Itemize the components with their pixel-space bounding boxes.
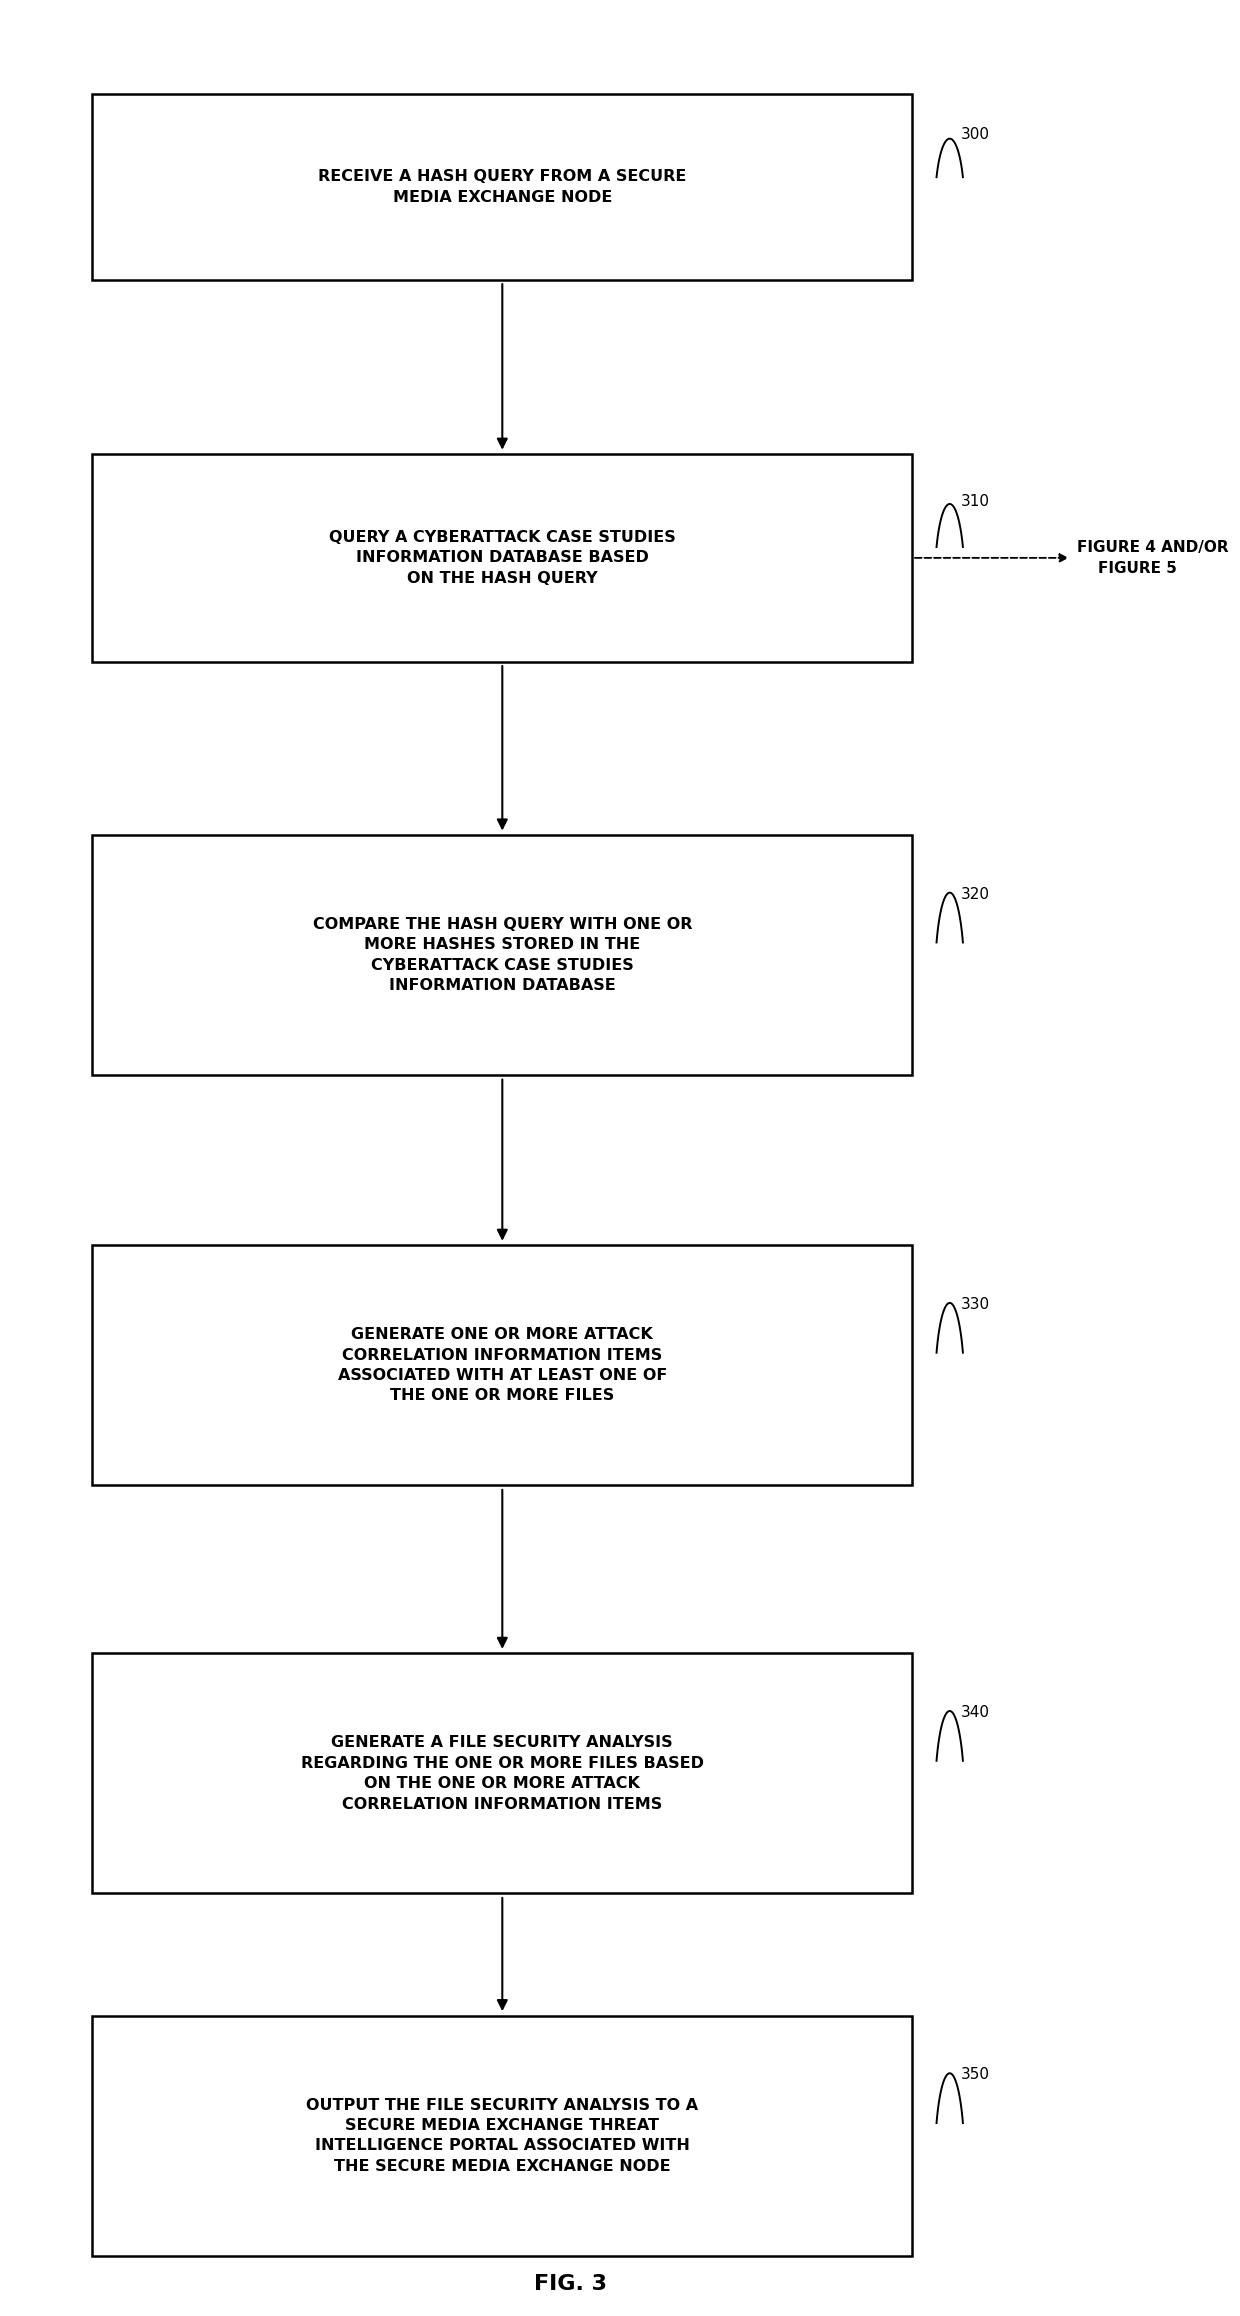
FancyBboxPatch shape (93, 836, 913, 1075)
Text: 330: 330 (961, 1297, 991, 1311)
Text: 340: 340 (961, 1705, 990, 1721)
Text: RECEIVE A HASH QUERY FROM A SECURE
MEDIA EXCHANGE NODE: RECEIVE A HASH QUERY FROM A SECURE MEDIA… (319, 169, 687, 204)
FancyBboxPatch shape (93, 1654, 913, 1894)
FancyBboxPatch shape (93, 454, 913, 662)
Text: QUERY A CYBERATTACK CASE STUDIES
INFORMATION DATABASE BASED
ON THE HASH QUERY: QUERY A CYBERATTACK CASE STUDIES INFORMA… (329, 530, 676, 586)
FancyBboxPatch shape (93, 95, 913, 280)
Text: GENERATE ONE OR MORE ATTACK
CORRELATION INFORMATION ITEMS
ASSOCIATED WITH AT LEA: GENERATE ONE OR MORE ATTACK CORRELATION … (337, 1327, 667, 1403)
Text: 300: 300 (961, 127, 990, 141)
Text: OUTPUT THE FILE SECURITY ANALYSIS TO A
SECURE MEDIA EXCHANGE THREAT
INTELLIGENCE: OUTPUT THE FILE SECURITY ANALYSIS TO A S… (306, 2098, 698, 2175)
FancyBboxPatch shape (93, 1246, 913, 1485)
Text: COMPARE THE HASH QUERY WITH ONE OR
MORE HASHES STORED IN THE
CYBERATTACK CASE ST: COMPARE THE HASH QUERY WITH ONE OR MORE … (312, 917, 692, 994)
Text: 320: 320 (961, 887, 990, 901)
FancyBboxPatch shape (93, 2015, 913, 2256)
Text: 310: 310 (961, 493, 990, 510)
Text: GENERATE A FILE SECURITY ANALYSIS
REGARDING THE ONE OR MORE FILES BASED
ON THE O: GENERATE A FILE SECURITY ANALYSIS REGARD… (301, 1735, 704, 1811)
Text: FIG. 3: FIG. 3 (534, 2274, 608, 2295)
Text: FIGURE 4 AND/OR
    FIGURE 5: FIGURE 4 AND/OR FIGURE 5 (1078, 540, 1229, 577)
Text: 350: 350 (961, 2068, 990, 2082)
